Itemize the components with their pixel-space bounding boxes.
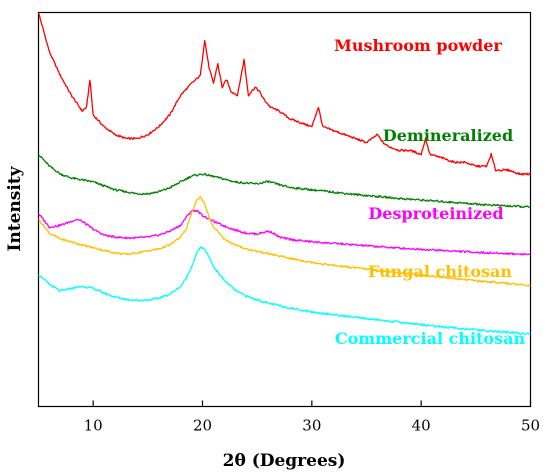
- plot-frame: [37, 11, 532, 408]
- series-line-commercial-chitosan: [38, 246, 531, 336]
- series-line-desproteinized: [38, 209, 531, 256]
- series-line-mushroom-powder: [37, 12, 532, 176]
- x-tick-label: 50: [521, 417, 540, 435]
- y-axis-title: Intensity: [5, 165, 25, 251]
- series-labels: Mushroom powder Demineralized Desproteiniz…: [334, 36, 525, 348]
- x-axis-ticks: 10 20 30 40 50: [84, 400, 540, 435]
- series-label-commercial-chitosan: Commercial chitosan: [335, 329, 526, 348]
- series-line-demineralized: [38, 154, 531, 209]
- series-line-fungal-chitosan: [38, 195, 531, 287]
- series-label-desproteinized: Desproteinized: [368, 204, 503, 223]
- x-tick-label: 20: [193, 417, 212, 435]
- series-label-fungal-chitosan: Fungal chitosan: [368, 262, 512, 281]
- x-tick-label: 40: [412, 417, 431, 435]
- series-label-demineralized: Demineralized: [383, 126, 513, 145]
- series-label-mushroom-powder: Mushroom powder: [334, 36, 502, 55]
- series-layer: [37, 12, 532, 336]
- x-tick-label: 30: [302, 417, 321, 435]
- x-axis-title: 2θ (Degrees): [223, 451, 346, 471]
- x-tick-label: 10: [84, 417, 103, 435]
